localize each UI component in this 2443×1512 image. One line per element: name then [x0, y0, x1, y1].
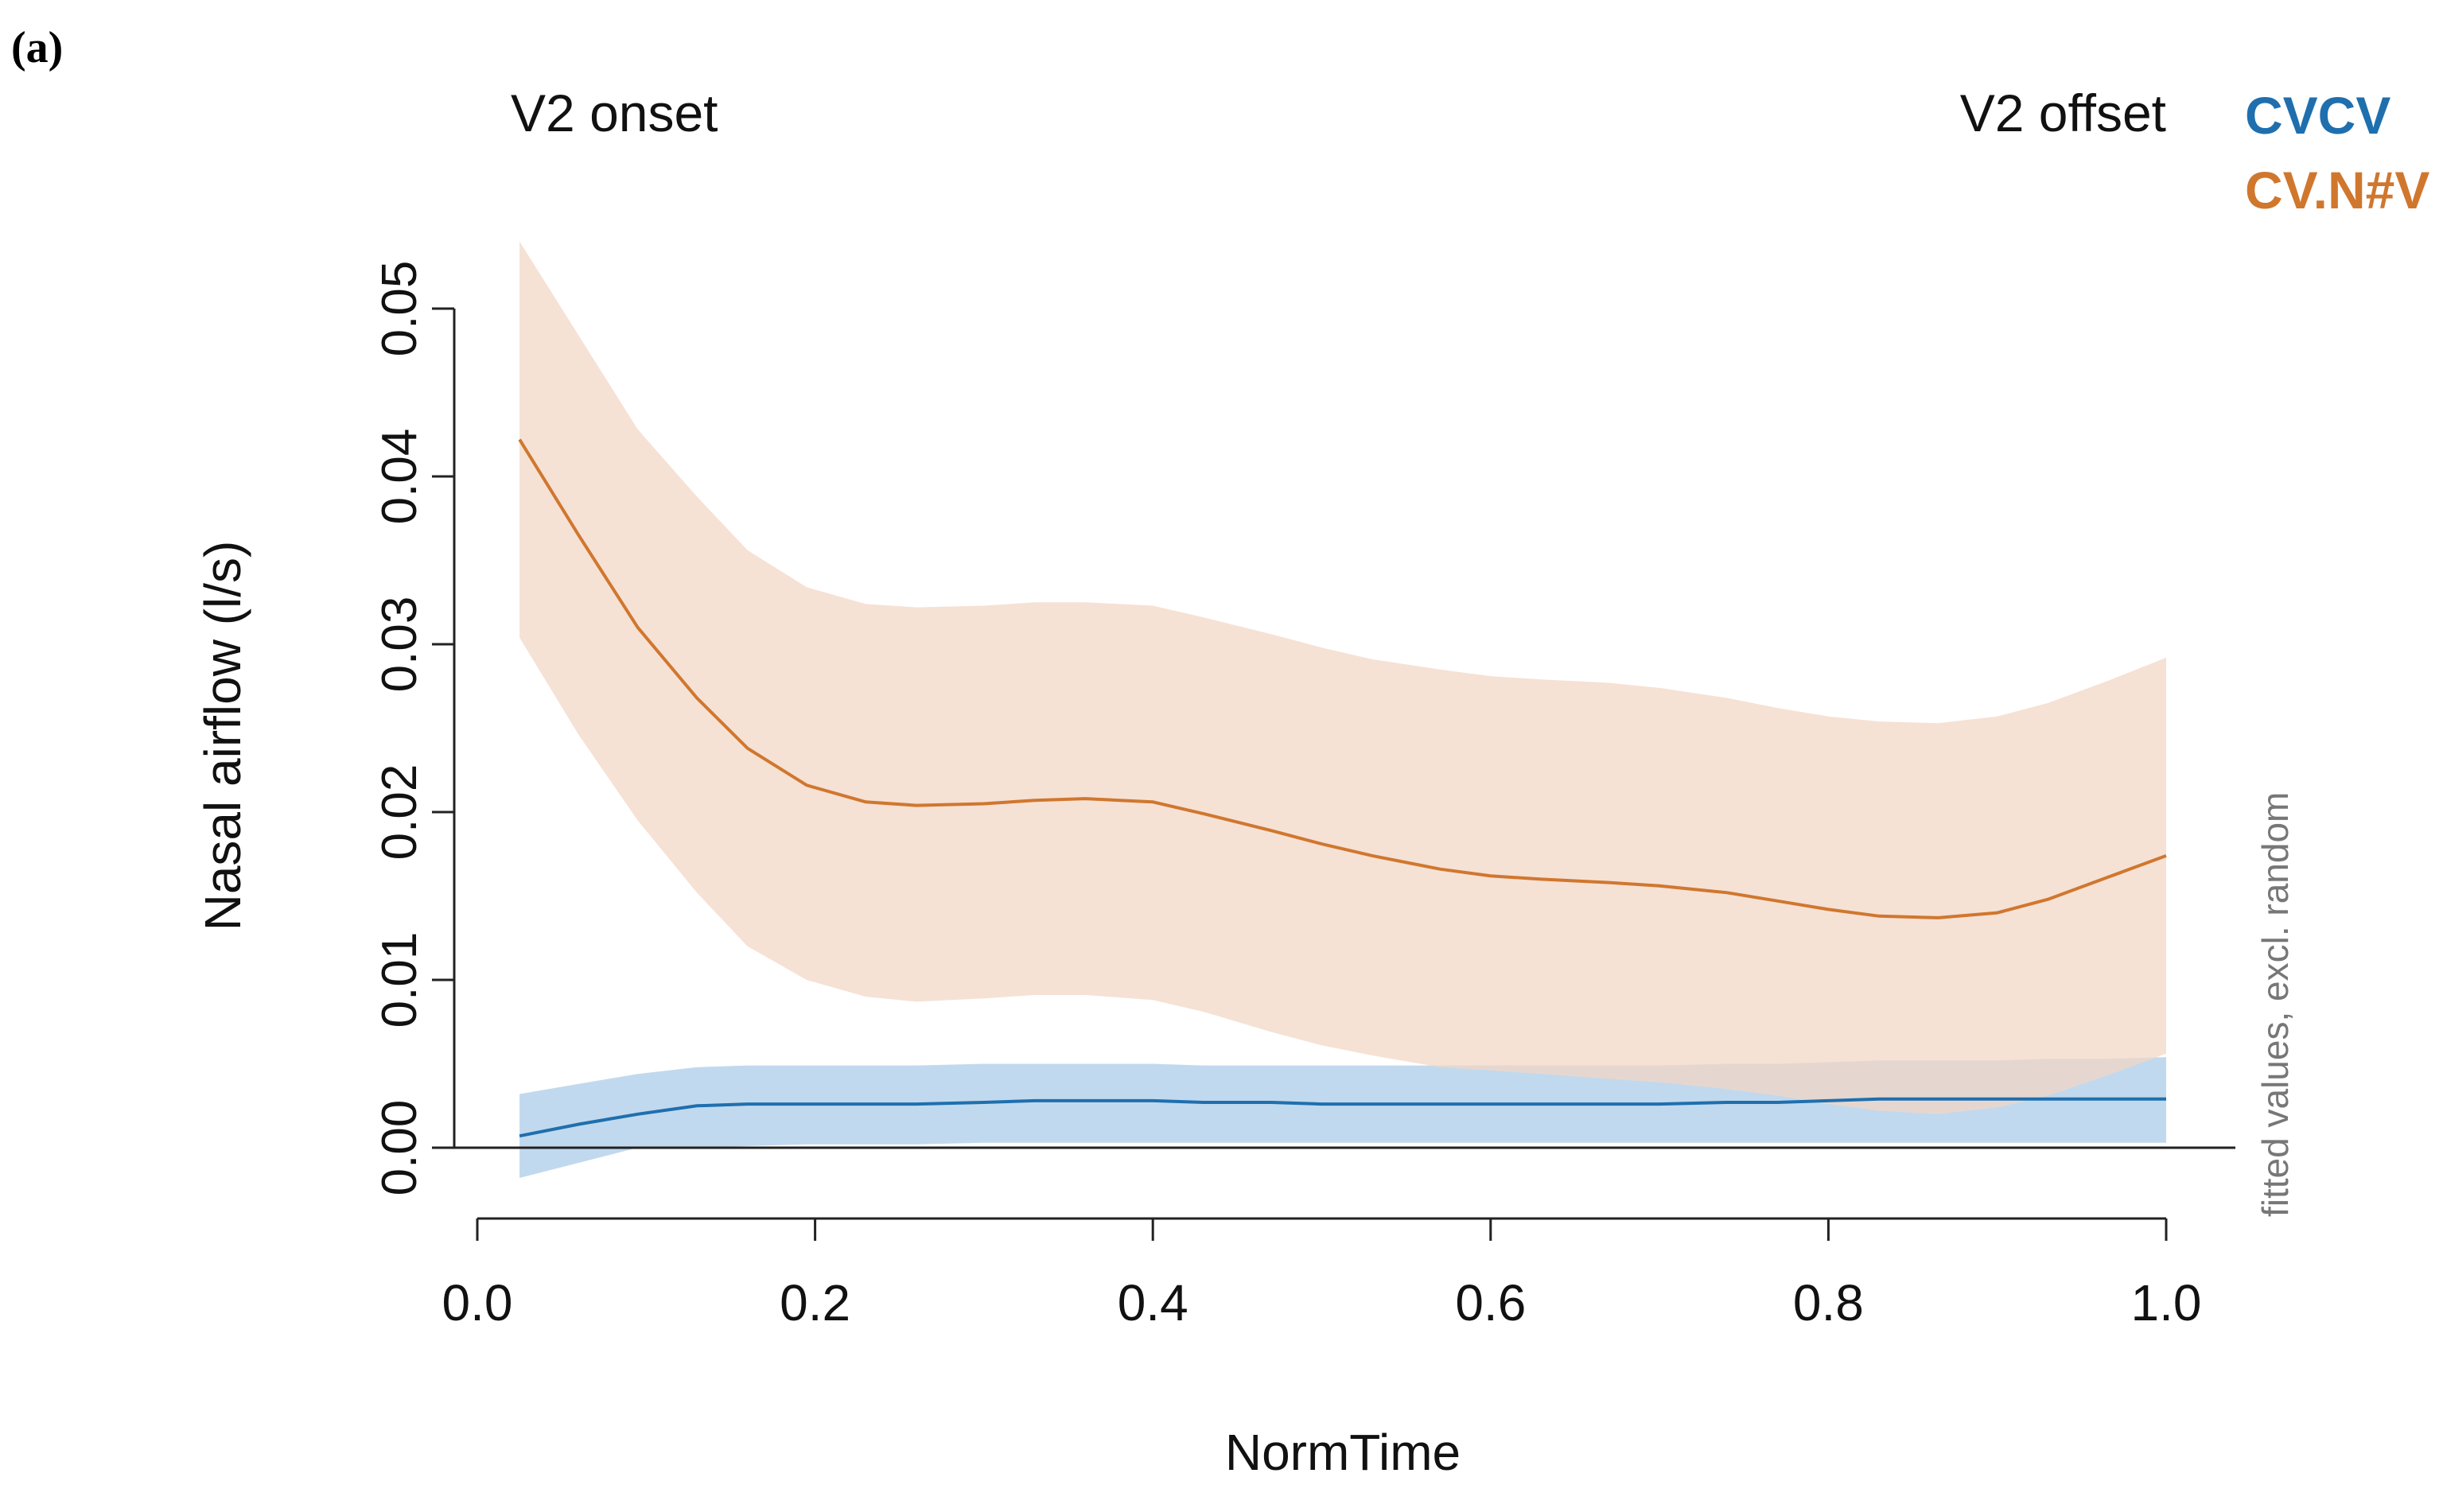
x-tick-label: 0.2 — [780, 1274, 850, 1331]
x-tick-label: 0.8 — [1793, 1274, 1864, 1331]
panel-label: (a) — [11, 23, 63, 72]
band-cv-n-v — [519, 241, 2166, 1114]
side-note: fitted values, excl. random — [2254, 792, 2296, 1217]
x-tick-label: 0.6 — [1455, 1274, 1526, 1331]
x-tick-label: 0.4 — [1118, 1274, 1188, 1331]
y-tick-label: 0.01 — [372, 932, 427, 1028]
offset-annotation: V2 offset — [1960, 84, 2166, 142]
y-tick-label: 0.05 — [372, 261, 427, 357]
y-tick-label: 0.04 — [372, 429, 427, 525]
legend-entry-cvn-v: CV.N#V — [2245, 161, 2429, 220]
series-line-cv-n-v — [518, 438, 2167, 919]
series-line-cvcv — [519, 1097, 2166, 1138]
x-tick-label: 1.0 — [2131, 1274, 2202, 1331]
confidence-bands — [519, 241, 2166, 1178]
y-axis-label: Nasal airflow (l/s) — [194, 541, 251, 931]
x-tick-label: 0.0 — [442, 1274, 513, 1331]
y-tick-label: 0.00 — [372, 1100, 427, 1196]
y-axis: 0.00 0.01 0.02 0.03 0.04 0.05 — [372, 261, 456, 1196]
y-tick-label: 0.02 — [372, 764, 427, 861]
x-axis: 0.0 0.2 0.4 0.6 0.8 1.0 — [442, 1217, 2202, 1331]
onset-annotation: V2 onset — [511, 84, 718, 142]
x-axis-label: NormTime — [1225, 1424, 1461, 1481]
y-tick-label: 0.03 — [372, 597, 427, 693]
legend-entry-cvcv: CVCV — [2245, 86, 2390, 145]
fitted-lines — [518, 438, 2167, 1138]
